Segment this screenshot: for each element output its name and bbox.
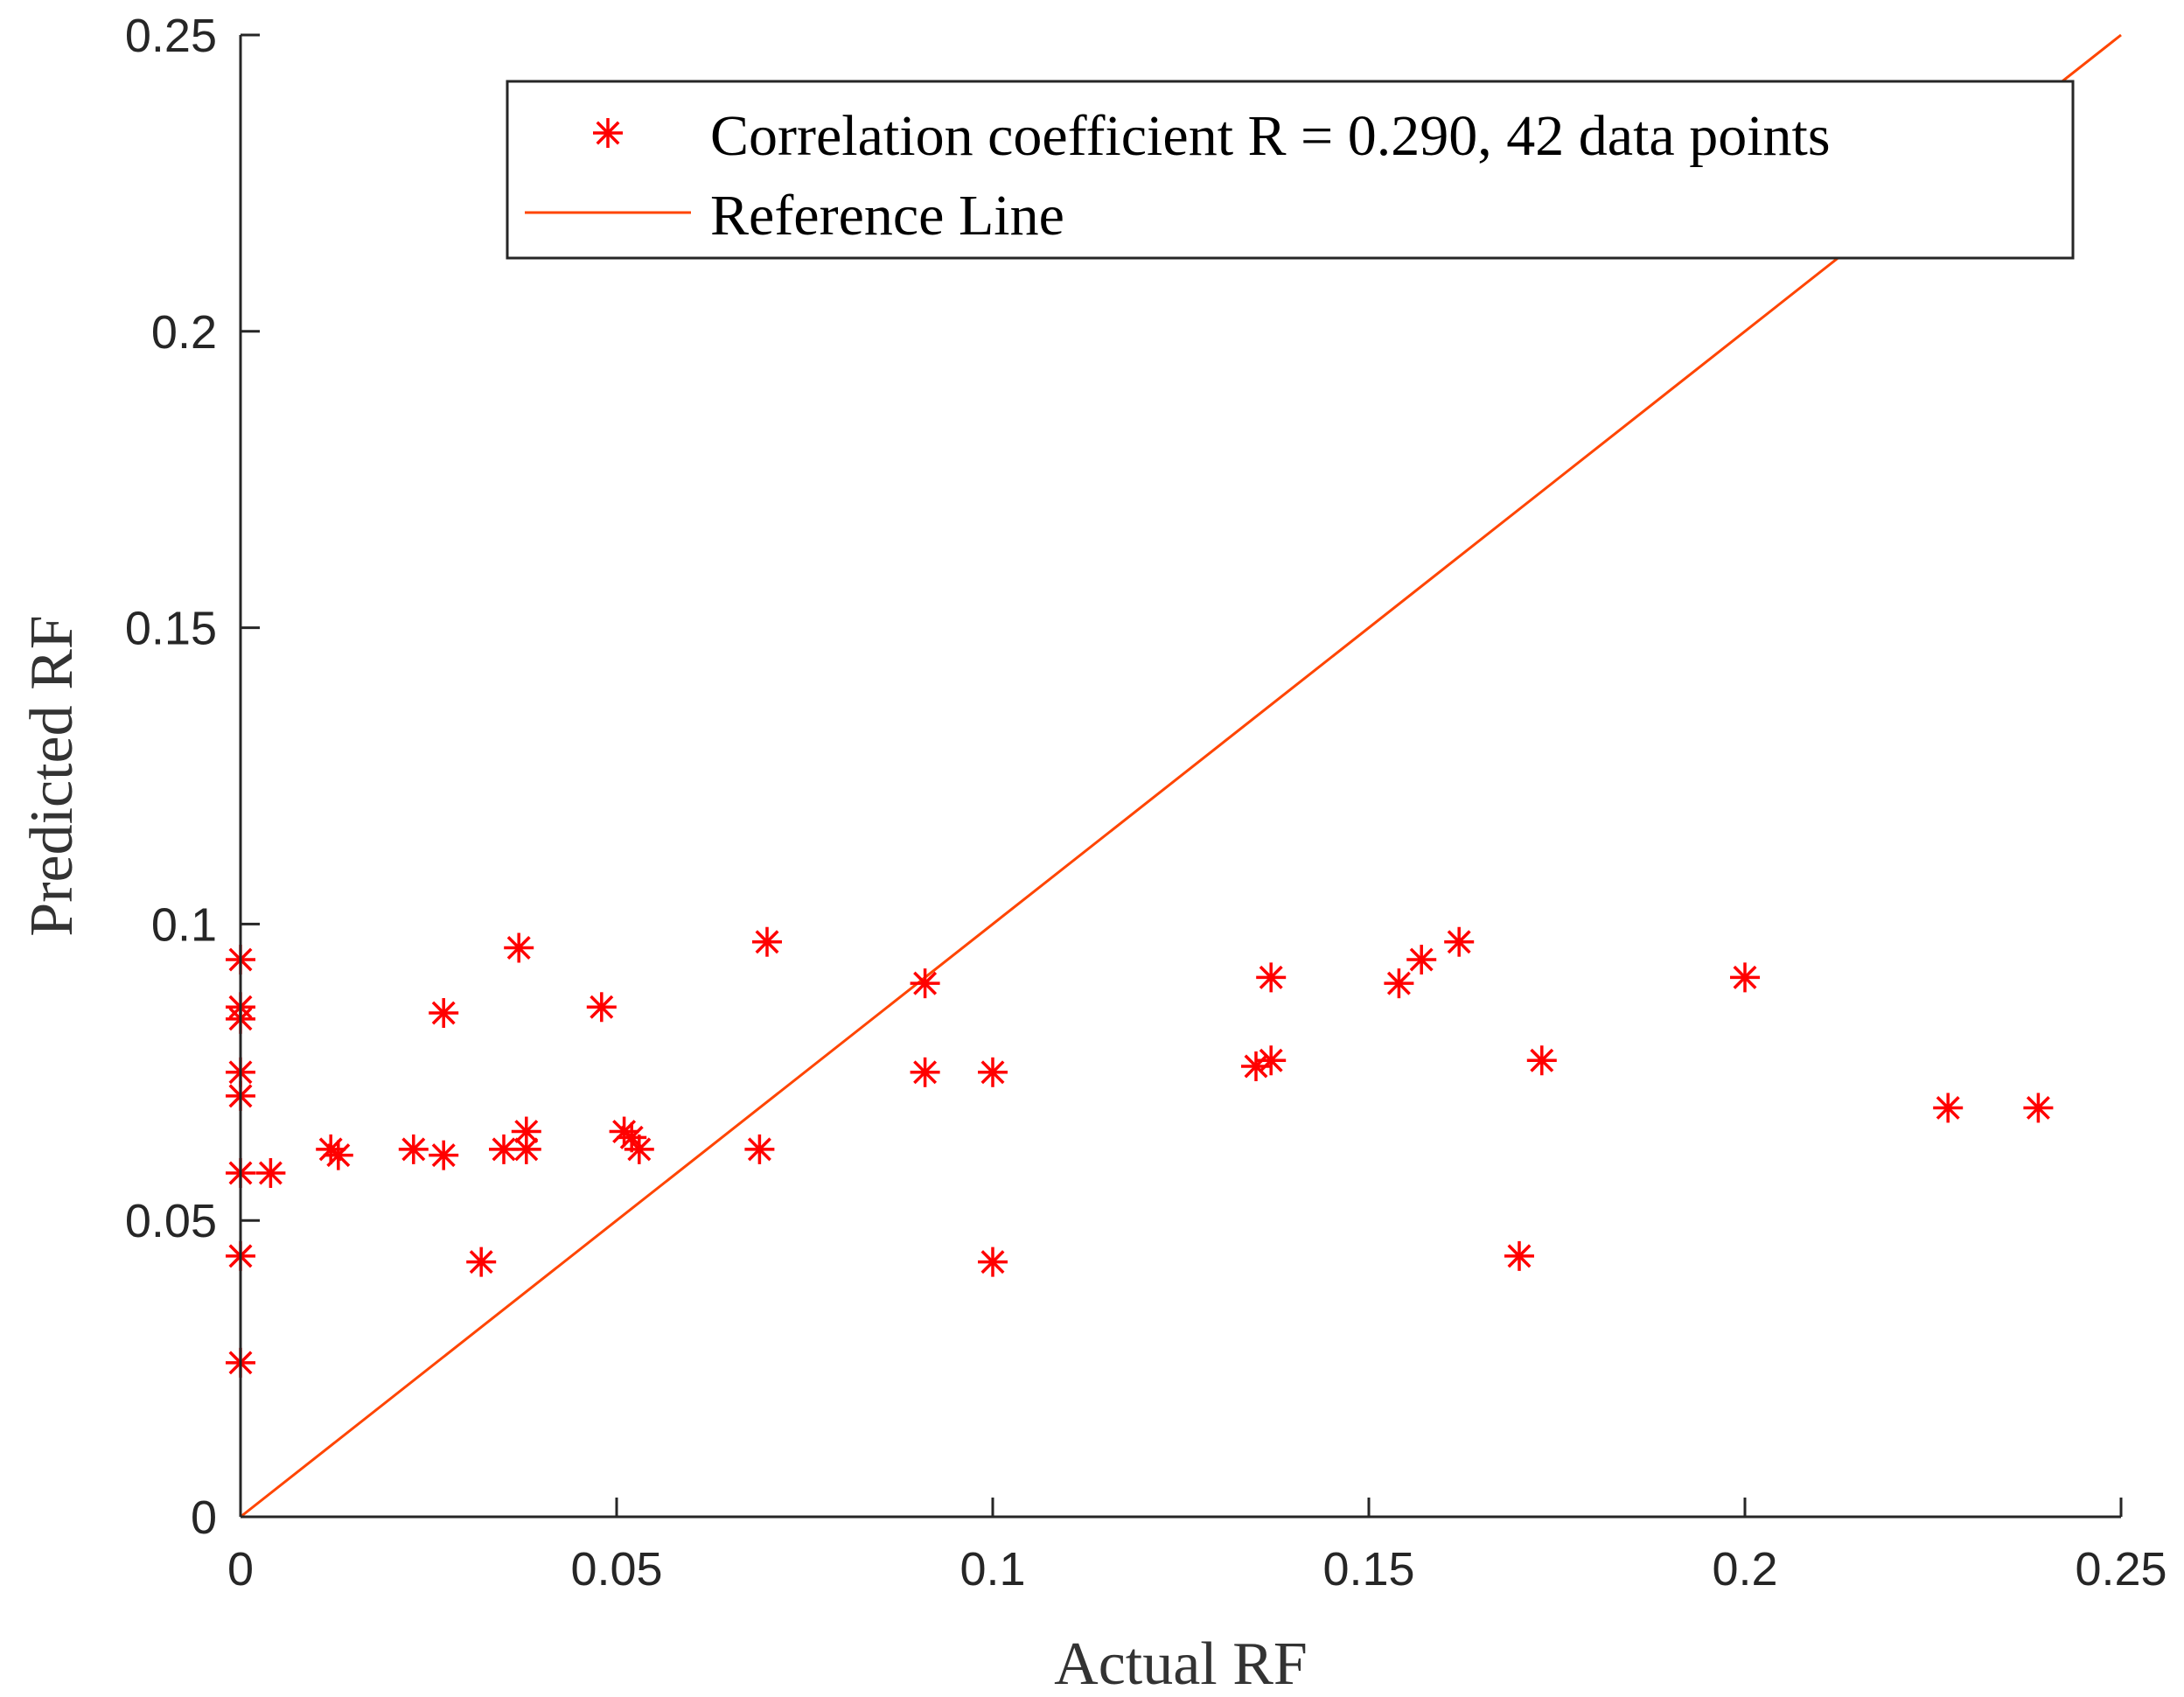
data-point-19 [586,992,617,1023]
x-tick-label: 0.2 [1712,1543,1777,1596]
data-point-22 [624,1134,654,1164]
data-point-39 [2023,1093,2054,1123]
y-tick-label: 0.2 [151,306,217,359]
data-point-24 [752,926,782,957]
x-tick-label: 0 [227,1543,254,1596]
y-axis-ticks: 0 0.05 0.1 0.15 0.2 0.25 [125,10,260,1544]
data-point-8 [255,1157,286,1188]
legend-label-scatter: Correlation coefficient R = 0.290, 42 da… [710,104,1831,168]
reference-line [240,33,2122,1519]
data-point-10 [323,1140,353,1170]
legend-label-reference: Reference Line [710,184,1064,248]
data-point-32 [1384,968,1414,999]
data-point-34 [1444,926,1475,957]
data-point-36 [1526,1045,1557,1076]
y-tick-label: 0.15 [125,603,217,655]
legend-asterisk-marker [593,118,623,148]
data-point-37 [1730,962,1760,993]
legend: Correlation coefficient R = 0.290, 42 da… [506,80,2075,260]
data-point-11 [398,1134,429,1164]
data-point-14 [466,1247,497,1277]
data-point-27 [978,1057,1008,1087]
data-point-30 [1256,1045,1287,1076]
data-point-33 [1406,945,1437,975]
x-tick-label: 0.15 [1322,1543,1414,1596]
data-point-38 [1933,1093,1964,1123]
reference-line-layer [240,33,2122,1519]
data-point-35 [1504,1240,1534,1271]
x-tick-label: 0.05 [570,1543,662,1596]
y-axis-title: Predicted RF [18,615,86,936]
legend-box [506,80,2075,260]
data-point-12 [429,998,459,1029]
y-tick-label: 0.1 [151,898,217,951]
y-tick-label: 0.25 [125,10,217,62]
data-point-18 [511,1134,541,1164]
x-axis-title: Actual RF [1054,1631,1308,1697]
data-point-31 [1256,962,1287,993]
data-point-25 [910,968,940,999]
y-tick-label: 0 [191,1491,217,1544]
data-point-26 [910,1057,940,1087]
data-point-16 [504,932,534,963]
data-point-28 [978,1247,1008,1277]
x-tick-label: 0.25 [2075,1543,2167,1596]
x-axis-ticks: 0 0.05 0.1 0.15 0.2 0.25 [227,1498,2167,1596]
data-point-23 [744,1134,775,1164]
x-tick-label: 0.1 [959,1543,1025,1596]
data-point-13 [429,1140,459,1170]
legend-asterisk [593,118,623,148]
y-tick-label: 0.05 [125,1195,217,1247]
